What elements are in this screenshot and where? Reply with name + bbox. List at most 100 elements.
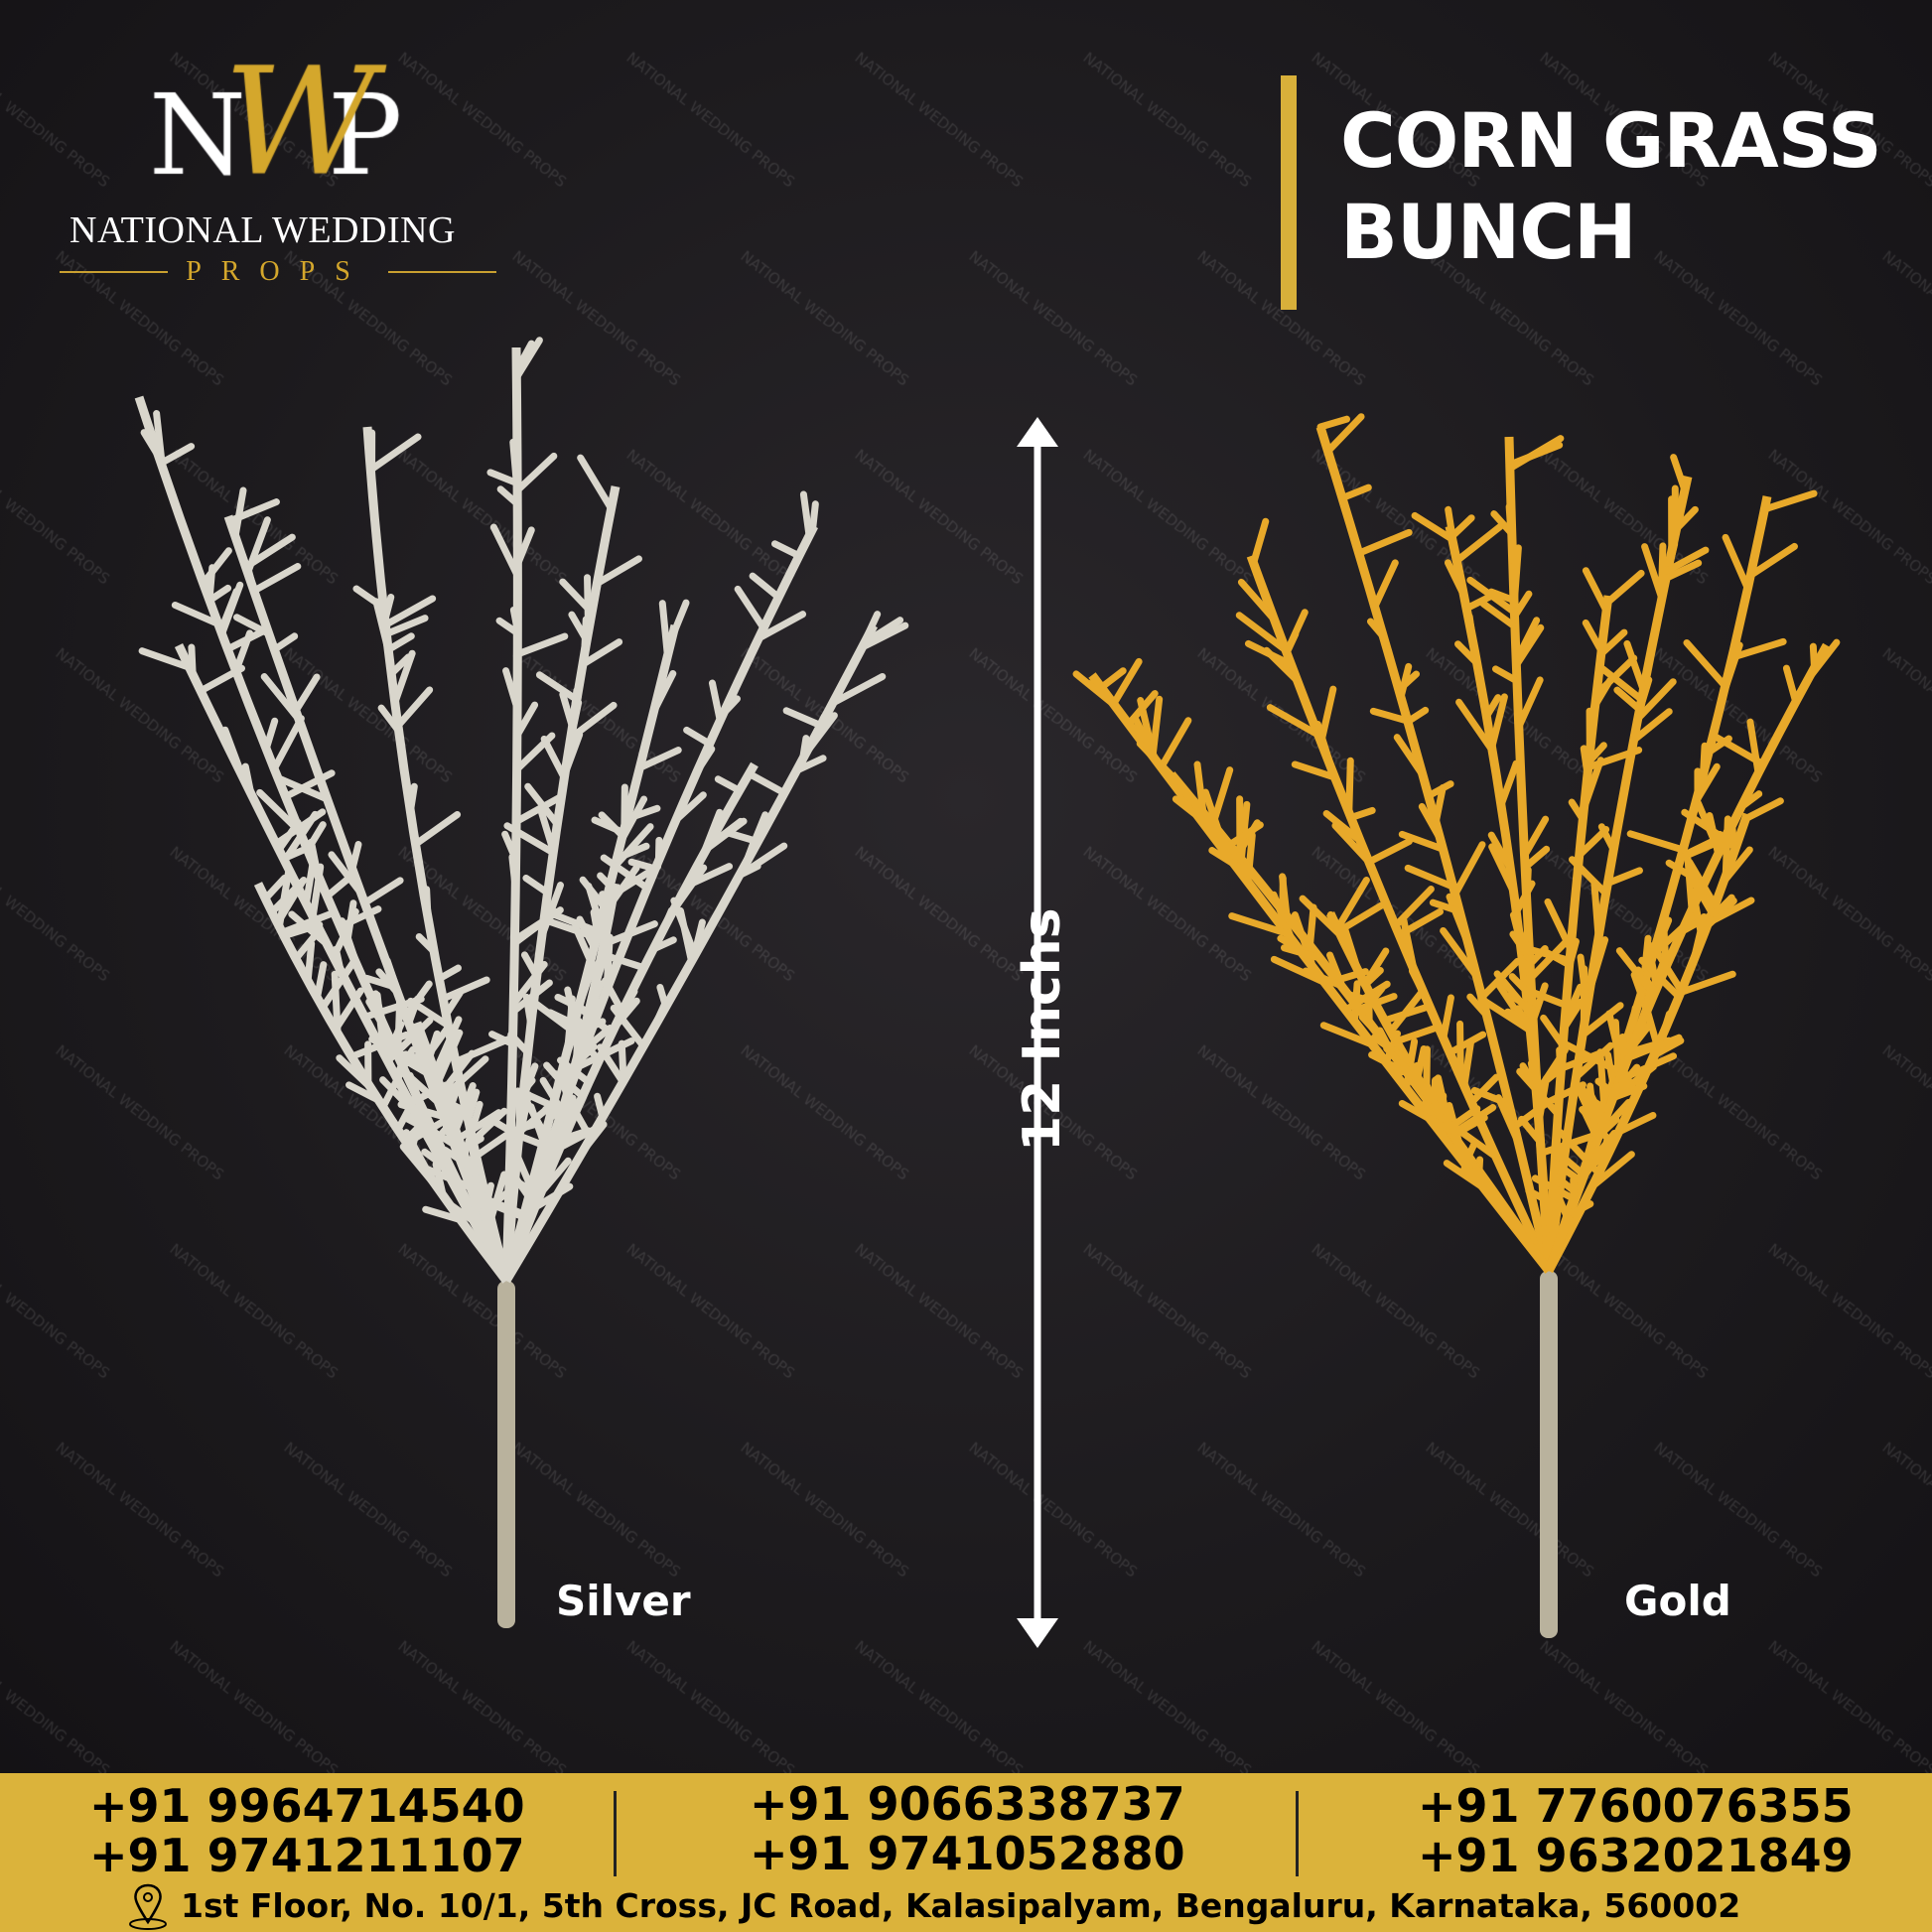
plant-twig (1531, 1174, 1580, 1203)
plant-twig (1341, 926, 1362, 974)
plant-twig (216, 588, 240, 635)
plant-twig (348, 841, 362, 873)
plant-twig (1468, 1168, 1497, 1198)
divider (614, 1791, 617, 1876)
plant-twig (1467, 1073, 1500, 1106)
plant-twig (1153, 757, 1181, 786)
plant-twig (829, 672, 887, 707)
plant-twig (262, 717, 279, 753)
logo-sub-text: PROPS (186, 256, 370, 287)
plant-twig (488, 1031, 516, 1048)
plant-twig (188, 643, 197, 679)
plant-twig (377, 704, 403, 735)
plant-twig (421, 1148, 448, 1170)
plant-twig (734, 585, 767, 632)
plant-twig (1509, 930, 1534, 963)
plant-twig (538, 882, 565, 940)
plant-twig (200, 547, 232, 588)
plant-twig (1361, 947, 1390, 988)
plant-twig (1404, 864, 1457, 891)
plant-twig (1404, 706, 1430, 726)
plant-twig (1664, 546, 1710, 575)
plant-twig (1521, 815, 1550, 860)
plant-twig (1338, 483, 1372, 502)
plant-twig (527, 1182, 574, 1213)
plant-twig (422, 1205, 465, 1224)
plant-twig (1491, 665, 1521, 685)
plant-twig (512, 1131, 555, 1153)
plant-twig (703, 817, 748, 853)
plant-twig (540, 735, 568, 782)
plant-twig (1582, 619, 1605, 655)
plant-twig (1072, 670, 1119, 709)
phone-group-1: +91 9964714540 +91 9741211107 (89, 1781, 525, 1880)
plant-twig (861, 617, 904, 646)
plant-twig (1580, 757, 1604, 812)
plant-twig (1228, 912, 1291, 937)
plant-twig (559, 691, 576, 731)
plant-twig (1325, 450, 1341, 484)
plant-twig (650, 670, 677, 716)
plant-twig (1172, 795, 1226, 839)
plant-twig (1423, 1081, 1444, 1118)
plant-twig (799, 490, 813, 540)
plant-twig (1331, 822, 1373, 866)
plant-twig (524, 782, 561, 828)
plant-twig (1613, 686, 1643, 714)
plant-twig (480, 1189, 510, 1215)
plant-twig (241, 762, 255, 797)
plant-twig (332, 987, 364, 1034)
plant-twig (597, 872, 619, 895)
plant-twig (564, 699, 583, 756)
plant-twig (138, 647, 194, 671)
plant-twig (332, 945, 345, 975)
plant-twig (600, 854, 651, 893)
plant-twig (1149, 695, 1164, 760)
plant-twig (593, 555, 642, 588)
gold-plant-image (1072, 413, 1841, 1638)
plant-twig (407, 997, 452, 1030)
plant-twig (452, 1082, 477, 1134)
plant-twig (611, 823, 654, 871)
plant-twig (527, 1103, 547, 1146)
plant-twig (1344, 991, 1379, 1007)
plant-twig (1588, 1151, 1635, 1190)
plant-twig (366, 433, 422, 474)
plant-twig (1650, 1036, 1685, 1059)
plant-twig (1487, 588, 1518, 605)
plant-twig (513, 452, 558, 494)
plant-twig (552, 911, 610, 938)
plant-twig (1250, 517, 1270, 567)
plant-twig (574, 960, 598, 1016)
variant-label-silver: Silver (556, 1577, 691, 1625)
plant-twig (1482, 694, 1502, 721)
plant-twig (649, 1000, 669, 1033)
plant-twig (467, 1130, 482, 1196)
plant-twig (1597, 823, 1617, 854)
plant-twig (464, 1088, 481, 1124)
plant-twig (1686, 858, 1719, 909)
plant-twig (275, 869, 292, 931)
plant-twig (1235, 612, 1290, 654)
plant-twig (469, 1107, 508, 1145)
plant-twig (649, 936, 677, 953)
variant-label-gold: Gold (1624, 1577, 1731, 1625)
plant-twig (1452, 522, 1504, 565)
plant-twig (313, 961, 328, 1002)
plant-twig (1583, 1129, 1618, 1173)
plant-branch (501, 485, 621, 1282)
plant-twig (1615, 1111, 1657, 1136)
plant-twig (319, 958, 357, 1012)
plant-twig (261, 874, 289, 902)
plant-twig (278, 910, 335, 936)
plant-twig (1418, 802, 1445, 843)
title-line-1: CORN GRASS (1340, 96, 1882, 185)
plant-twig (1209, 766, 1234, 828)
plant-twig (244, 516, 271, 577)
plant-twig (439, 976, 490, 1003)
plant-twig (381, 1047, 436, 1068)
plant-twig (1515, 676, 1544, 731)
plant-twig (411, 810, 462, 848)
plant-twig (535, 671, 581, 704)
plant-twig (571, 922, 601, 980)
